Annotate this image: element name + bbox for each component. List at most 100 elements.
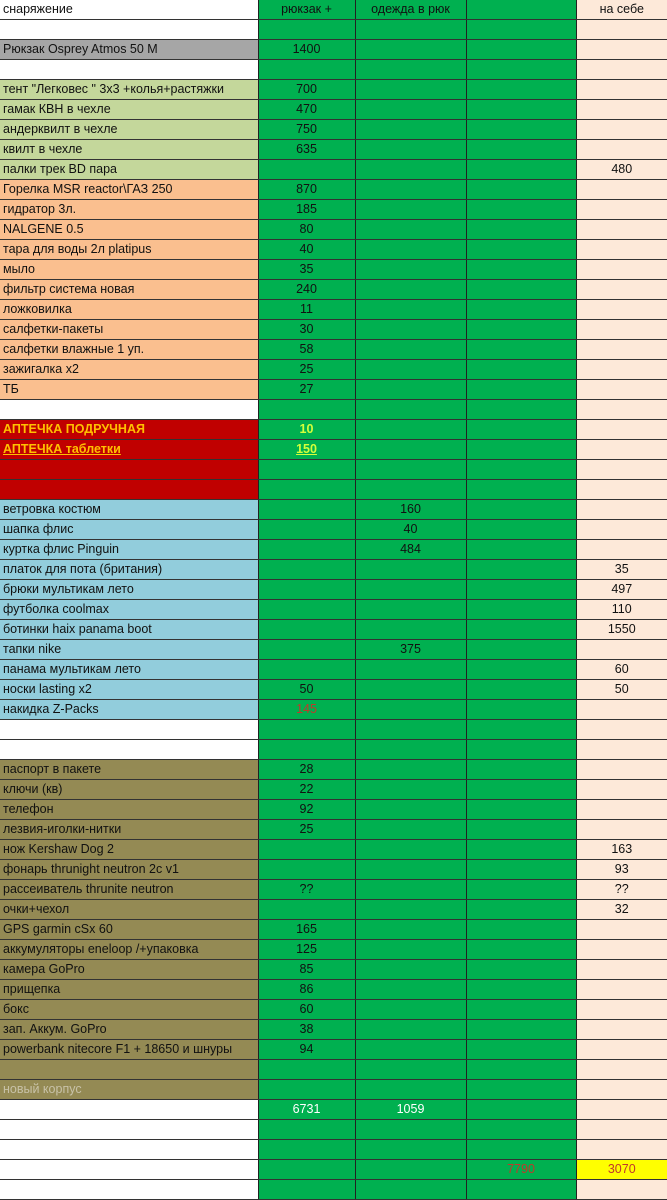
column-d-cell[interactable]: [465, 279, 576, 300]
column-d-cell[interactable]: [465, 39, 576, 60]
worn-weight-cell[interactable]: 163: [575, 839, 667, 860]
worn-weight-cell[interactable]: [575, 919, 667, 940]
clothes-weight-cell[interactable]: [354, 159, 466, 180]
clothes-weight-cell[interactable]: 40: [354, 519, 466, 540]
item-name-cell[interactable]: ложковилка: [0, 299, 258, 320]
backpack-weight-cell[interactable]: 80: [257, 219, 355, 240]
backpack-weight-cell[interactable]: [257, 619, 355, 640]
backpack-weight-cell[interactable]: [257, 859, 355, 880]
column-d-cell[interactable]: [465, 199, 576, 220]
clothes-weight-cell[interactable]: [354, 339, 466, 360]
item-name-cell[interactable]: платок для пота (британия): [0, 559, 258, 580]
item-name-cell[interactable]: салфетки влажные 1 уп.: [0, 339, 258, 360]
column-d-cell[interactable]: [465, 419, 576, 440]
clothes-weight-cell[interactable]: [354, 939, 466, 960]
backpack-weight-cell[interactable]: 60: [257, 999, 355, 1020]
clothes-weight-cell[interactable]: [354, 59, 466, 80]
worn-weight-cell[interactable]: [575, 1099, 667, 1120]
clothes-weight-cell[interactable]: [354, 959, 466, 980]
worn-weight-cell[interactable]: [575, 519, 667, 540]
worn-weight-cell[interactable]: [575, 1139, 667, 1160]
column-d-cell[interactable]: [465, 999, 576, 1020]
backpack-weight-cell[interactable]: 470: [257, 99, 355, 120]
item-name-cell[interactable]: ботинки haix panama boot: [0, 619, 258, 640]
item-name-cell[interactable]: фонарь thrunight neutron 2c v1: [0, 859, 258, 880]
worn-weight-cell[interactable]: [575, 959, 667, 980]
backpack-weight-cell[interactable]: 6731: [257, 1099, 355, 1120]
clothes-weight-cell[interactable]: [354, 679, 466, 700]
column-d-cell[interactable]: [465, 799, 576, 820]
clothes-weight-cell[interactable]: [354, 239, 466, 260]
backpack-weight-cell[interactable]: 22: [257, 779, 355, 800]
backpack-weight-cell[interactable]: [257, 1079, 355, 1100]
clothes-weight-cell[interactable]: [354, 359, 466, 380]
backpack-weight-cell[interactable]: [257, 459, 355, 480]
worn-weight-cell[interactable]: [575, 479, 667, 500]
clothes-weight-cell[interactable]: [354, 1059, 466, 1080]
item-name-cell[interactable]: гидратор 3л.: [0, 199, 258, 220]
backpack-weight-cell[interactable]: 240: [257, 279, 355, 300]
column-d-cell[interactable]: [465, 1019, 576, 1040]
worn-weight-cell[interactable]: [575, 459, 667, 480]
clothes-weight-cell[interactable]: [354, 1079, 466, 1100]
clothes-weight-cell[interactable]: [354, 199, 466, 220]
worn-weight-cell[interactable]: [575, 119, 667, 140]
column-d-cell[interactable]: [465, 79, 576, 100]
column-d-cell[interactable]: [465, 919, 576, 940]
column-d-cell[interactable]: [465, 659, 576, 680]
worn-weight-cell[interactable]: 1550: [575, 619, 667, 640]
backpack-weight-cell[interactable]: [257, 639, 355, 660]
backpack-weight-cell[interactable]: 86: [257, 979, 355, 1000]
clothes-weight-cell[interactable]: [354, 599, 466, 620]
worn-weight-cell[interactable]: 3070: [575, 1159, 667, 1180]
worn-weight-cell[interactable]: [575, 39, 667, 60]
column-d-cell[interactable]: [465, 1079, 576, 1100]
clothes-weight-cell[interactable]: [354, 479, 466, 500]
column-d-cell[interactable]: [465, 679, 576, 700]
clothes-weight-cell[interactable]: [354, 739, 466, 760]
column-d-cell[interactable]: [465, 599, 576, 620]
item-name-cell[interactable]: панама мультикам лето: [0, 659, 258, 680]
backpack-weight-cell[interactable]: ??: [257, 879, 355, 900]
worn-weight-cell[interactable]: 60: [575, 659, 667, 680]
header-column-d[interactable]: [465, 0, 576, 20]
column-d-cell[interactable]: [465, 899, 576, 920]
backpack-weight-cell[interactable]: 125: [257, 939, 355, 960]
column-d-cell[interactable]: 7790: [465, 1159, 576, 1180]
backpack-weight-cell[interactable]: [257, 1059, 355, 1080]
worn-weight-cell[interactable]: [575, 979, 667, 1000]
worn-weight-cell[interactable]: [575, 999, 667, 1020]
column-d-cell[interactable]: [465, 179, 576, 200]
item-name-cell[interactable]: камера GoPro: [0, 959, 258, 980]
worn-weight-cell[interactable]: [575, 1079, 667, 1100]
backpack-weight-cell[interactable]: [257, 59, 355, 80]
clothes-weight-cell[interactable]: [354, 839, 466, 860]
worn-weight-cell[interactable]: [575, 819, 667, 840]
worn-weight-cell[interactable]: 497: [575, 579, 667, 600]
backpack-weight-cell[interactable]: 11: [257, 299, 355, 320]
clothes-weight-cell[interactable]: [354, 979, 466, 1000]
column-d-cell[interactable]: [465, 559, 576, 580]
column-d-cell[interactable]: [465, 59, 576, 80]
backpack-weight-cell[interactable]: 30: [257, 319, 355, 340]
item-name-cell[interactable]: Рюкзак Osprey Atmos 50 M: [0, 39, 258, 60]
column-d-cell[interactable]: [465, 959, 576, 980]
clothes-weight-cell[interactable]: [354, 819, 466, 840]
item-name-cell[interactable]: тент "Легковес " 3х3 +колья+растяжки: [0, 79, 258, 100]
column-d-cell[interactable]: [465, 519, 576, 540]
column-d-cell[interactable]: [465, 539, 576, 560]
clothes-weight-cell[interactable]: 484: [354, 539, 466, 560]
clothes-weight-cell[interactable]: [354, 619, 466, 640]
item-name-cell[interactable]: очки+чехол: [0, 899, 258, 920]
item-name-cell[interactable]: прищепка: [0, 979, 258, 1000]
backpack-weight-cell[interactable]: [257, 1119, 355, 1140]
item-name-cell[interactable]: [0, 1119, 258, 1140]
worn-weight-cell[interactable]: [575, 1179, 667, 1200]
worn-weight-cell[interactable]: [575, 719, 667, 740]
worn-weight-cell[interactable]: [575, 399, 667, 420]
column-d-cell[interactable]: [465, 139, 576, 160]
column-d-cell[interactable]: [465, 259, 576, 280]
backpack-weight-cell[interactable]: 85: [257, 959, 355, 980]
clothes-weight-cell[interactable]: [354, 299, 466, 320]
backpack-weight-cell[interactable]: 50: [257, 679, 355, 700]
